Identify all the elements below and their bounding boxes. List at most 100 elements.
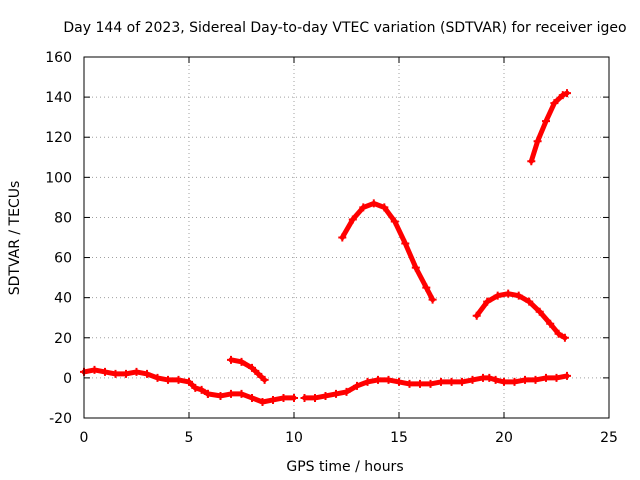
data-point bbox=[143, 369, 151, 378]
data-point bbox=[458, 377, 466, 386]
data-point bbox=[521, 375, 529, 384]
series-trace bbox=[528, 90, 570, 164]
data-point bbox=[237, 389, 246, 398]
data-point bbox=[369, 199, 378, 208]
data-point bbox=[554, 329, 563, 338]
chart-title: Day 144 of 2023, Sidereal Day-to-day VTE… bbox=[63, 20, 626, 36]
data-point bbox=[260, 375, 269, 384]
data-point bbox=[493, 291, 502, 300]
series-arc-3 bbox=[227, 355, 269, 384]
plot-frame bbox=[83, 56, 610, 419]
data-point bbox=[542, 373, 550, 382]
data-point bbox=[558, 91, 567, 100]
x-tick-label: 5 bbox=[185, 430, 194, 446]
data-point bbox=[437, 377, 445, 386]
data-point bbox=[531, 375, 540, 384]
y-tick-label: 160 bbox=[45, 50, 72, 66]
data-point bbox=[563, 371, 571, 380]
data-point bbox=[185, 377, 193, 386]
y-tick-label: 40 bbox=[54, 291, 72, 307]
data-point bbox=[563, 89, 571, 98]
data-point bbox=[359, 203, 368, 212]
data-point bbox=[227, 355, 235, 364]
y-tick-label: -20 bbox=[49, 411, 72, 427]
data-point bbox=[491, 375, 500, 384]
data-point bbox=[411, 263, 420, 272]
series-arc-6 bbox=[472, 289, 569, 342]
data-series bbox=[80, 89, 571, 406]
data-point bbox=[395, 377, 403, 386]
data-point bbox=[428, 295, 437, 304]
data-point bbox=[237, 357, 246, 366]
series-arc-7 bbox=[527, 89, 571, 166]
y-tick-label: 100 bbox=[45, 170, 72, 186]
data-point bbox=[533, 137, 542, 146]
data-point bbox=[197, 385, 206, 394]
y-tick-label: 80 bbox=[54, 210, 72, 226]
data-point bbox=[401, 239, 410, 248]
data-point bbox=[248, 363, 256, 372]
data-point bbox=[384, 375, 393, 384]
data-point bbox=[122, 369, 130, 378]
data-point bbox=[504, 289, 513, 298]
data-point bbox=[332, 389, 340, 398]
data-point bbox=[174, 375, 183, 384]
series-arc-1 bbox=[80, 365, 212, 398]
x-tick-label: 25 bbox=[600, 430, 618, 446]
tick-labels: 0 5 10 15 20 25 -20 0 20 40 60 80 100 120 140 160 bbox=[45, 50, 618, 446]
data-point bbox=[191, 383, 200, 392]
data-point bbox=[338, 233, 347, 242]
data-point bbox=[353, 381, 361, 390]
data-point bbox=[472, 311, 481, 320]
y-tick-label: 60 bbox=[54, 251, 72, 267]
data-point bbox=[321, 391, 330, 400]
data-point bbox=[254, 369, 263, 378]
data-point bbox=[203, 389, 212, 398]
series-arc-5 bbox=[338, 199, 437, 304]
data-point bbox=[510, 377, 519, 386]
data-point bbox=[269, 395, 277, 404]
data-point bbox=[560, 333, 569, 342]
x-axis-label: GPS time / hours bbox=[286, 459, 403, 475]
data-point bbox=[550, 99, 559, 108]
data-point bbox=[535, 307, 544, 316]
data-point bbox=[279, 393, 288, 402]
data-point bbox=[422, 283, 431, 292]
x-tick-label: 0 bbox=[80, 430, 89, 446]
data-point bbox=[525, 297, 534, 306]
data-point bbox=[514, 291, 523, 300]
data-point bbox=[363, 377, 372, 386]
series-trace bbox=[228, 357, 268, 383]
series-arc-2 bbox=[203, 389, 298, 406]
data-point bbox=[348, 215, 357, 224]
data-point bbox=[527, 157, 536, 166]
series-trace bbox=[474, 291, 568, 341]
x-tick-label: 10 bbox=[285, 430, 303, 446]
data-point bbox=[342, 387, 351, 396]
data-point bbox=[426, 379, 435, 388]
data-point bbox=[546, 319, 555, 328]
data-point bbox=[380, 203, 389, 212]
data-point bbox=[300, 393, 309, 402]
data-point bbox=[290, 393, 298, 402]
y-tick-label: 20 bbox=[54, 331, 72, 347]
data-point bbox=[153, 373, 162, 382]
data-point bbox=[216, 391, 225, 400]
data-point bbox=[416, 379, 424, 388]
data-point bbox=[248, 393, 256, 402]
data-point bbox=[468, 375, 477, 384]
grid-lines bbox=[84, 57, 609, 418]
x-tick-label: 20 bbox=[495, 430, 513, 446]
data-point bbox=[227, 389, 235, 398]
data-point bbox=[132, 367, 141, 376]
data-point bbox=[447, 377, 456, 386]
data-point bbox=[101, 367, 109, 376]
series-arc-4 bbox=[300, 371, 571, 402]
data-point bbox=[390, 217, 399, 226]
data-point bbox=[374, 375, 382, 384]
data-point bbox=[552, 373, 561, 382]
y-axis-label: SDTVAR / TECUs bbox=[7, 181, 23, 296]
y-tick-label: 0 bbox=[63, 371, 72, 387]
data-point bbox=[111, 369, 120, 378]
y-tick-label: 120 bbox=[45, 130, 72, 146]
